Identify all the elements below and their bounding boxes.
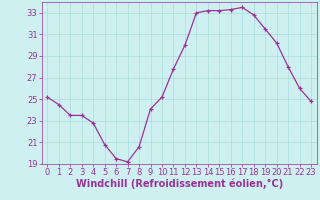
X-axis label: Windchill (Refroidissement éolien,°C): Windchill (Refroidissement éolien,°C)	[76, 179, 283, 189]
